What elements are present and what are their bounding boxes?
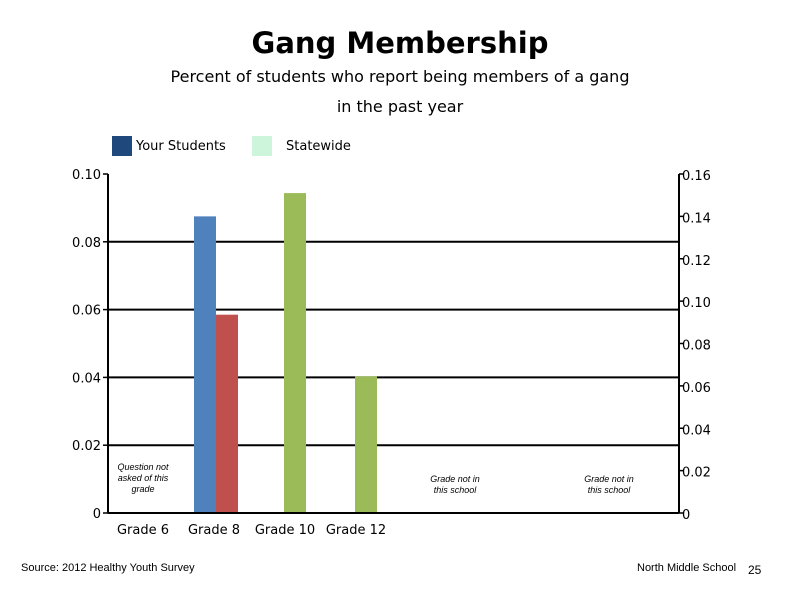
y-right-tick-label: 0.04 bbox=[682, 423, 711, 438]
y-left-tick-label: 0.10 bbox=[72, 168, 101, 183]
y-left-tick-label: 0.02 bbox=[72, 439, 101, 454]
chart-subtitle-line-2: in the past year bbox=[336, 97, 464, 116]
y-right-tick-label: 0.02 bbox=[682, 466, 711, 481]
page-number: 25 bbox=[748, 563, 762, 577]
chart-title: Gang Membership bbox=[251, 26, 549, 60]
y-left-tick-label: 0 bbox=[93, 507, 101, 522]
legend-label-statewide: Statewide bbox=[286, 138, 351, 154]
legend-item-statewide: Statewide bbox=[252, 136, 351, 156]
y-right-tick-label: 0.16 bbox=[682, 169, 711, 184]
y-right-tick-label: 0.14 bbox=[682, 211, 711, 226]
school-name: North Middle School bbox=[637, 562, 737, 574]
y-right-tick-label: 0.06 bbox=[682, 381, 711, 396]
legend-swatch-your-students bbox=[112, 136, 132, 156]
x-tick-label: Grade 6 bbox=[117, 523, 169, 538]
x-tick-label: Grade 8 bbox=[188, 523, 240, 538]
chart-note: asked of this bbox=[118, 473, 169, 483]
chart-note: Question not bbox=[117, 462, 169, 472]
chart-note: this school bbox=[588, 485, 632, 495]
chart-subtitle-line-1: Percent of students who report being mem… bbox=[170, 67, 630, 86]
x-tick-label: Grade 10 bbox=[255, 523, 315, 538]
chart-note: Grade not in bbox=[584, 474, 634, 484]
y-left-tick-label: 0.06 bbox=[72, 304, 101, 319]
y-right-tick-label: 0.08 bbox=[682, 339, 711, 354]
x-tick-label: Grade 12 bbox=[326, 523, 386, 538]
bar bbox=[284, 193, 306, 513]
legend-swatch-statewide bbox=[252, 136, 272, 156]
bar bbox=[355, 376, 377, 513]
bar bbox=[194, 216, 216, 513]
bar bbox=[216, 314, 238, 513]
y-right-tick-label: 0 bbox=[682, 508, 690, 523]
y-left-tick-label: 0.08 bbox=[72, 236, 101, 251]
chart-note: grade bbox=[131, 484, 154, 494]
source-note: Source: 2012 Healthy Youth Survey bbox=[21, 562, 195, 574]
chart-note: this school bbox=[434, 485, 478, 495]
y-left-tick-label: 0.04 bbox=[72, 371, 101, 386]
chart-note: Grade not in bbox=[430, 474, 480, 484]
y-right-tick-label: 0.12 bbox=[682, 254, 711, 269]
legend-item-your-students: Your Students bbox=[112, 136, 226, 156]
legend-label-your-students: Your Students bbox=[136, 138, 226, 154]
bar-chart: 0 0.02 0.04 0.06 0.08 0.10 0 0.02 0.04 0.06 0.08 0.… bbox=[72, 168, 711, 538]
y-right-tick-label: 0.10 bbox=[682, 296, 711, 311]
